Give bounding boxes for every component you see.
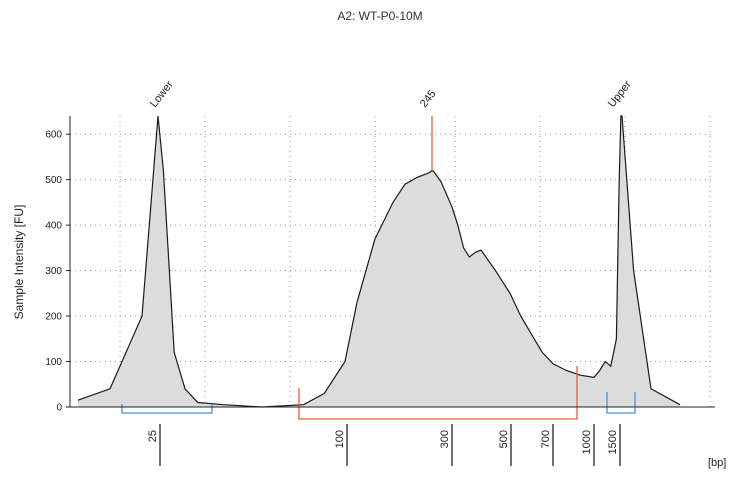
x-tick-label: 700 bbox=[540, 430, 552, 448]
y-tick-label: 200 bbox=[45, 312, 62, 323]
y-tick-label: 400 bbox=[45, 221, 62, 232]
x-tick-label: 1000 bbox=[581, 430, 593, 454]
region-bracket bbox=[298, 366, 578, 420]
y-axis-label: Sample Intensity [FU] bbox=[12, 205, 26, 320]
x-tick-label: 1500 bbox=[607, 430, 619, 454]
trace-line bbox=[77, 115, 681, 408]
peak-label: Upper bbox=[606, 79, 634, 110]
x-axis-label: [bp] bbox=[708, 457, 726, 469]
upper-marker-bracket bbox=[606, 392, 636, 414]
x-tick-labels: 25 100 300 500 700 1000 1500 bbox=[147, 424, 621, 466]
y-tick-label: 100 bbox=[45, 357, 62, 368]
peak-markers bbox=[121, 116, 636, 420]
y-tick-label: 0 bbox=[56, 403, 62, 414]
x-tick-label: 500 bbox=[498, 430, 510, 448]
y-tick-labels: 0 100 200 300 400 500 600 bbox=[45, 130, 70, 414]
x-tick-label: 25 bbox=[147, 430, 159, 442]
axes bbox=[69, 116, 715, 408]
peak-label: Lower bbox=[148, 79, 176, 110]
chart-title: A2: WT-P0-10M bbox=[337, 9, 422, 23]
y-tick-label: 600 bbox=[45, 130, 62, 141]
x-tick-label: 100 bbox=[334, 430, 346, 448]
lower-marker-bracket bbox=[121, 404, 213, 414]
peak-label: 245 bbox=[418, 88, 439, 110]
y-tick-label: 500 bbox=[45, 175, 62, 186]
peak-labels: Lower 245 Upper bbox=[148, 79, 634, 110]
x-tick-label: 300 bbox=[439, 430, 451, 448]
y-tick-label: 300 bbox=[45, 266, 62, 277]
trace-fill bbox=[78, 116, 680, 407]
trace-area bbox=[77, 115, 681, 408]
